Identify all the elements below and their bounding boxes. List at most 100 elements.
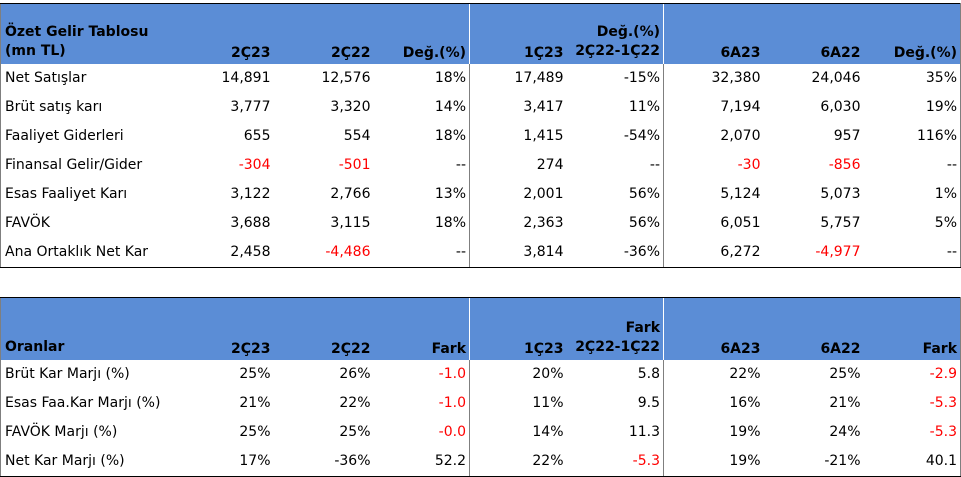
value-cell: 5.8 (637, 366, 660, 382)
value-cell: 26% (339, 366, 371, 382)
value-cell: 17,489 (469, 63, 567, 93)
value-cell: 21% (239, 395, 271, 411)
value-cell: 2,070 (663, 121, 764, 151)
income-row: Net Satışlar 14,891 12,576 18% 17,489 -15% 32,… (0, 63, 961, 93)
value-cell: 25% (239, 424, 271, 440)
value-cell: 25% (829, 366, 861, 382)
value-cell: 22% (469, 446, 567, 477)
income-row: Ana Ortaklık Net Kar 2,458 -4,486 -- 3,814 -3… (0, 237, 961, 268)
value-cell: 3,122 (230, 186, 271, 202)
ratio-col-header-1c23: 1Ç23 (469, 297, 567, 360)
value-cell: -5.3 (863, 388, 961, 418)
ratio-col-header-diff-q: Fark (373, 297, 470, 360)
value-cell: 5,124 (663, 179, 764, 209)
income-row: Esas Faaliyet Karı 3,122 2,766 13% 2,001 56% 5… (0, 179, 961, 209)
value-cell: 22% (339, 395, 371, 411)
ratio-row: Net Kar Marjı (%) 17% -36% 52.2 22% -5.3 19% -2… (0, 446, 961, 477)
value-cell: 6,272 (663, 237, 764, 268)
income-title-header: Özet Gelir Tablosu (mn TL) (0, 3, 189, 64)
value-cell: -5.3 (863, 417, 961, 447)
value-cell: 24,046 (811, 70, 861, 86)
value-cell: -1.0 (438, 395, 466, 411)
row-label: FAVÖK Marjı (%) (0, 417, 189, 447)
value-cell: 56% (628, 215, 660, 231)
value-cell: 5,073 (820, 186, 861, 202)
value-cell: 2,001 (469, 179, 567, 209)
value-cell: 3,417 (469, 92, 567, 122)
value-cell: 2,363 (469, 208, 567, 238)
value-cell: 14% (434, 99, 466, 115)
value-cell: 14% (469, 417, 567, 447)
row-label: Brüt satış karı (0, 92, 189, 122)
value-cell: -304 (238, 157, 271, 173)
col-header-2c23: 2Ç23 (188, 3, 274, 64)
value-cell: -- (455, 157, 466, 173)
value-cell: 35% (863, 63, 961, 93)
value-cell: 52.2 (373, 446, 470, 477)
row-label: Esas Faaliyet Karı (0, 179, 189, 209)
value-cell: 56% (628, 186, 660, 202)
ratio-col-header-2c23: 2Ç23 (188, 297, 274, 360)
value-cell: 18% (434, 70, 466, 86)
ratio-col-header-6a22: 6A22 (763, 297, 864, 360)
value-cell: 3,814 (469, 237, 567, 268)
value-cell: -5.3 (566, 446, 664, 477)
value-cell: -- (863, 237, 961, 268)
value-cell: 17% (188, 446, 274, 477)
value-cell: 32,380 (663, 63, 764, 93)
row-label: Net Satışlar (0, 63, 189, 93)
value-cell: 13% (434, 186, 466, 202)
value-cell: 19% (863, 92, 961, 122)
col-header-2c22: 2Ç22 (273, 3, 374, 64)
value-cell: -0.0 (438, 424, 466, 440)
value-cell: 2,766 (330, 186, 371, 202)
value-cell: 18% (434, 128, 466, 144)
value-cell: -856 (828, 157, 861, 173)
value-cell: 19% (663, 446, 764, 477)
value-cell: 19% (663, 417, 764, 447)
value-cell: 24% (829, 424, 861, 440)
ratio-row: Esas Faa.Kar Marjı (%) 21% 22% -1.0 11% 9.5 16… (0, 388, 961, 418)
value-cell: 18% (434, 215, 466, 231)
row-label: Finansal Gelir/Gider (0, 150, 189, 180)
value-cell: 6,030 (820, 99, 861, 115)
value-cell: 3,688 (230, 215, 271, 231)
value-cell: 40.1 (863, 446, 961, 477)
value-cell: 5% (863, 208, 961, 238)
col-header-1c23: 1Ç23 (469, 3, 567, 64)
value-cell: 6,051 (663, 208, 764, 238)
value-cell: -1.0 (438, 366, 466, 382)
value-cell: 25% (339, 424, 371, 440)
value-cell: -- (373, 237, 470, 268)
col-header-change-qoq: Değ.(%) 2Ç22-1Ç22 (566, 3, 664, 64)
ratios-header-row: Oranlar 2Ç23 2Ç22 Fark 1Ç23 Fark 2Ç22-1Ç2… (0, 297, 961, 360)
row-label: FAVÖK (0, 208, 189, 238)
value-cell: 11.3 (628, 424, 660, 440)
ratio-col-header-diff-qoq-line1: Fark (625, 319, 660, 336)
col-header-change-qoq-line2: 2Ç22-1Ç22 (575, 42, 660, 59)
income-statement-table: Özet Gelir Tablosu (mn TL) 2Ç23 2Ç22 Değ.… (0, 3, 961, 268)
value-cell: -36% (273, 446, 374, 477)
value-cell: 1,415 (469, 121, 567, 151)
row-label: Faaliyet Giderleri (0, 121, 189, 151)
value-cell: 554 (343, 128, 371, 144)
col-header-6a22: 6A22 (763, 3, 864, 64)
income-title: Özet Gelir Tablosu (5, 23, 149, 40)
ratio-col-header-diff-qoq: Fark 2Ç22-1Ç22 (566, 297, 664, 360)
value-cell: 3,777 (230, 99, 271, 115)
row-label: Ana Ortaklık Net Kar (0, 237, 189, 268)
income-header-row: Özet Gelir Tablosu (mn TL) 2Ç23 2Ç22 Değ.… (0, 3, 961, 64)
value-cell: -4,977 (763, 237, 864, 268)
col-header-change-q: Değ.(%) (373, 3, 470, 64)
value-cell: 2,458 (188, 237, 274, 268)
income-row: FAVÖK 3,688 3,115 18% 2,363 56% 6,051 5,757 5% (0, 208, 961, 238)
value-cell: 3,115 (330, 215, 371, 231)
row-label: Brüt Kar Marjı (%) (0, 359, 189, 389)
value-cell: -- (649, 157, 660, 173)
value-cell: -501 (338, 157, 371, 173)
value-cell: 274 (469, 150, 567, 180)
col-header-change-qoq-line1: Değ.(%) (596, 23, 660, 40)
value-cell: 5,757 (820, 215, 861, 231)
row-label: Net Kar Marjı (%) (0, 446, 189, 477)
ratios-table: Oranlar 2Ç23 2Ç22 Fark 1Ç23 Fark 2Ç22-1Ç2… (0, 297, 961, 477)
